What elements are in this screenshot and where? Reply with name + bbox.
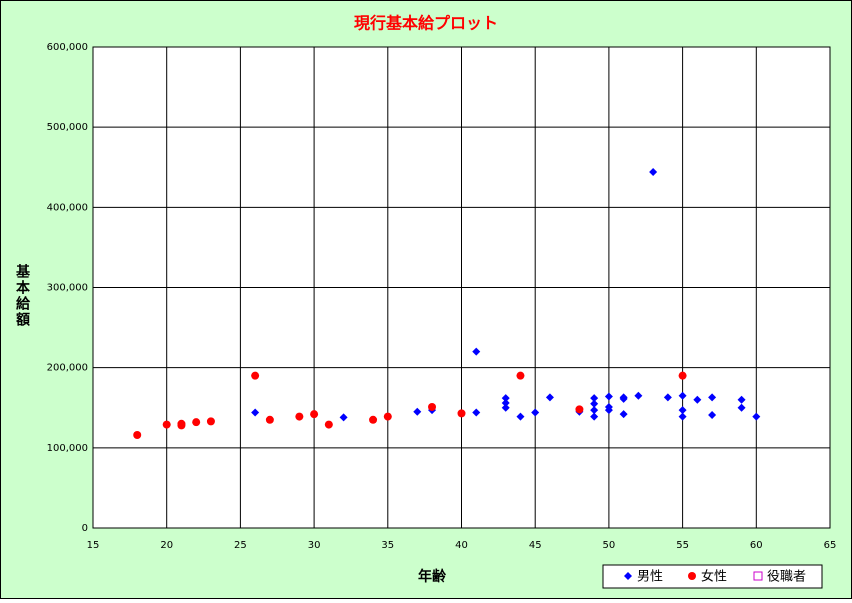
y-tick-label: 500,000 xyxy=(47,122,88,133)
point xyxy=(590,399,599,408)
point xyxy=(472,347,481,356)
x-axis-label: 年齢 xyxy=(418,568,447,585)
x-tick-label: 35 xyxy=(381,540,394,551)
legend-marker xyxy=(624,572,632,580)
legend-label: 役職者 xyxy=(767,570,806,585)
point xyxy=(693,395,702,404)
point xyxy=(324,420,333,429)
x-tick-label: 55 xyxy=(676,540,689,551)
point xyxy=(192,418,201,427)
point xyxy=(177,421,186,430)
point xyxy=(737,395,746,404)
point xyxy=(619,410,628,419)
y-tick-label: 0 xyxy=(82,523,88,534)
y-tick-label: 300,000 xyxy=(47,283,88,294)
legend-marker xyxy=(753,571,763,581)
legend xyxy=(602,564,823,589)
x-tick-label: 65 xyxy=(824,540,837,551)
point xyxy=(649,168,658,177)
point xyxy=(251,371,260,380)
point xyxy=(678,371,687,380)
x-tick-label: 45 xyxy=(529,540,542,551)
legend-label: 男性 xyxy=(637,570,663,585)
point xyxy=(678,406,687,415)
point xyxy=(678,412,687,421)
x-tick-label: 60 xyxy=(750,540,763,551)
point xyxy=(545,393,554,402)
x-tick-label: 20 xyxy=(160,540,173,551)
point xyxy=(383,412,392,421)
point xyxy=(133,431,142,440)
point xyxy=(604,392,613,401)
point xyxy=(678,391,687,400)
x-tick-label: 15 xyxy=(87,540,100,551)
point xyxy=(663,393,672,402)
point xyxy=(575,405,584,414)
x-tick-label: 25 xyxy=(234,540,247,551)
point xyxy=(310,410,319,419)
chart-title: 現行基本給プロット xyxy=(354,14,498,33)
point xyxy=(501,403,510,412)
point xyxy=(295,412,304,421)
point xyxy=(752,412,761,421)
point xyxy=(590,406,599,415)
point xyxy=(265,415,274,424)
point xyxy=(428,402,437,411)
point xyxy=(206,417,215,426)
point xyxy=(501,394,510,403)
point xyxy=(531,408,540,417)
point xyxy=(339,413,348,422)
legend-label: 女性 xyxy=(701,569,727,585)
y-tick-label: 100,000 xyxy=(47,443,88,454)
legend-marker xyxy=(688,572,696,580)
point xyxy=(251,408,260,417)
point xyxy=(737,403,746,412)
point xyxy=(413,407,422,416)
point xyxy=(619,394,628,403)
point xyxy=(369,415,378,424)
point xyxy=(590,412,599,421)
y-tick-label: 200,000 xyxy=(47,363,88,374)
point xyxy=(501,398,510,407)
point xyxy=(516,371,525,380)
point xyxy=(516,412,525,421)
y-tick-label: 600,000 xyxy=(47,42,88,53)
y-tick-label: 400,000 xyxy=(47,202,88,213)
point xyxy=(472,408,481,417)
point xyxy=(634,391,643,400)
point xyxy=(457,409,466,418)
point xyxy=(708,393,717,402)
point xyxy=(590,394,599,403)
x-tick-label: 30 xyxy=(308,540,321,551)
x-tick-label: 40 xyxy=(455,540,468,551)
x-tick-label: 50 xyxy=(603,540,616,551)
point xyxy=(708,410,717,419)
point xyxy=(162,420,171,429)
point xyxy=(604,406,613,415)
y-axis-label: 基本給額 xyxy=(14,263,31,328)
